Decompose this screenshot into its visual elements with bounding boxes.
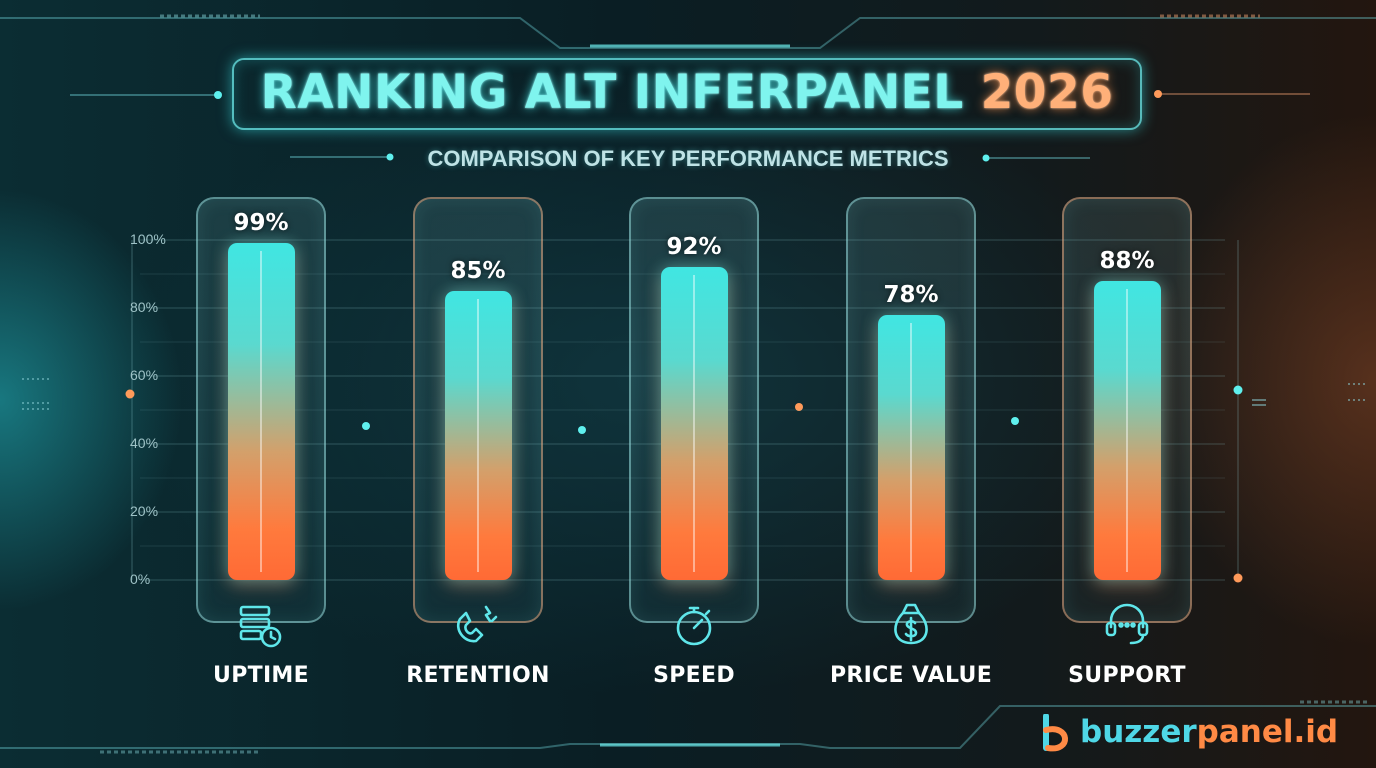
bar-price-value	[877, 314, 945, 580]
b-logo-icon	[1043, 714, 1068, 752]
magnet-icon	[452, 599, 504, 651]
stopwatch-icon	[668, 599, 720, 651]
y-tick-label: 80%	[130, 299, 159, 315]
y-tick-label: 40%	[130, 435, 159, 451]
bar-highlight	[477, 299, 479, 572]
headset-icon	[1101, 599, 1153, 651]
bar-speed	[660, 267, 728, 580]
category-label: SPEED	[653, 663, 735, 688]
title-year: 2026	[980, 65, 1114, 120]
category-label: RETENTION	[406, 663, 550, 688]
bar-retention	[444, 291, 512, 580]
bar-highlight	[693, 275, 695, 572]
bar-uptime	[227, 243, 295, 580]
brand-part2: panel.id	[1196, 714, 1339, 750]
value-label: 85%	[450, 258, 506, 284]
y-tick-label: 20%	[130, 503, 159, 519]
chart-title: RANKING ALT INFERPANEL 2026	[232, 62, 1142, 124]
bar-support	[1093, 280, 1161, 580]
value-label: 92%	[666, 234, 722, 261]
server-clock-icon	[235, 599, 287, 651]
chart-subtitle: COMPARISON OF KEY PERFORMANCE METRICS	[427, 146, 949, 171]
bar-highlight	[260, 251, 262, 572]
brand-name: buzzerpanel.id	[1080, 712, 1338, 752]
title-frame	[232, 58, 1142, 130]
y-tick-label: 100%	[130, 231, 166, 247]
value-label: 88%	[1099, 247, 1155, 274]
category-label: PRICE VALUE	[829, 663, 993, 688]
y-tick-label: 0%	[130, 571, 151, 587]
category-label: UPTIME	[213, 663, 309, 688]
category-label: SUPPORT	[1068, 663, 1186, 688]
brand-part1: buzzer	[1080, 714, 1197, 750]
bar-highlight	[910, 322, 912, 572]
bar-highlight	[1126, 288, 1128, 572]
value-label: 99%	[233, 210, 289, 237]
value-label: 78%	[883, 281, 939, 308]
title-text: RANKING ALT INFERPANEL	[260, 65, 964, 120]
money-bag-icon	[885, 599, 937, 651]
y-tick-label: 60%	[130, 367, 159, 383]
